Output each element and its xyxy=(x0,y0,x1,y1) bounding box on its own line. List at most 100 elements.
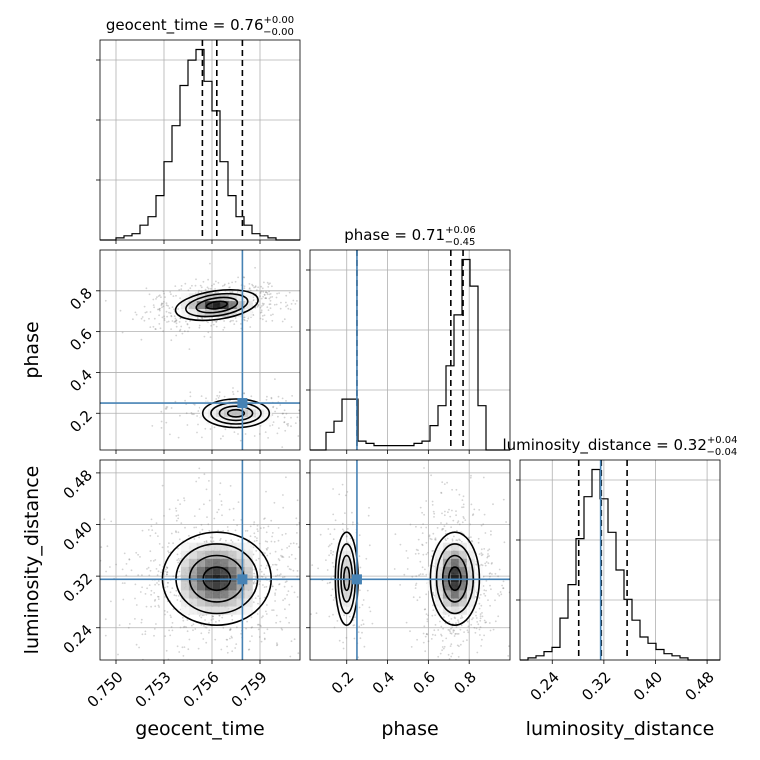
sample-point xyxy=(259,311,262,314)
sample-point xyxy=(428,665,430,667)
sample-point xyxy=(256,623,259,626)
sample-point xyxy=(166,315,169,318)
sample-point xyxy=(368,606,371,609)
sample-point xyxy=(188,348,191,350)
sample-point xyxy=(361,604,364,606)
sample-point xyxy=(128,558,131,561)
sample-point xyxy=(150,589,153,592)
sample-point xyxy=(297,435,300,437)
sample-point xyxy=(198,508,201,510)
density-bin xyxy=(220,550,229,559)
panel-frame xyxy=(309,459,511,661)
sample-point xyxy=(257,303,260,306)
sample-point xyxy=(442,528,445,530)
sample-point xyxy=(414,587,417,589)
sample-point xyxy=(265,398,268,401)
sample-point xyxy=(305,570,307,572)
sample-point xyxy=(426,618,429,621)
density-bin xyxy=(204,550,213,559)
sample-point xyxy=(260,575,263,578)
sample-point xyxy=(500,593,503,596)
sample-point xyxy=(123,582,126,584)
sample-point xyxy=(366,589,369,592)
y-tick-label: 0.32 xyxy=(60,569,96,605)
sample-point xyxy=(421,543,423,546)
sample-point xyxy=(198,536,201,539)
sample-point xyxy=(363,645,366,648)
sample-point xyxy=(162,330,165,333)
sample-point xyxy=(220,504,223,506)
sample-point xyxy=(210,287,212,290)
sample-point xyxy=(425,573,428,576)
sample-point xyxy=(317,567,319,570)
density-bin xyxy=(458,582,467,591)
density-bin xyxy=(342,590,351,599)
density-bin xyxy=(450,606,459,615)
sample-point xyxy=(181,616,184,619)
sample-point xyxy=(480,563,483,566)
sample-point xyxy=(279,404,282,406)
sample-point xyxy=(285,305,287,308)
sample-point xyxy=(421,544,424,547)
density-bin xyxy=(232,401,240,410)
sample-point xyxy=(266,564,268,567)
sample-point xyxy=(231,614,233,617)
density-bin xyxy=(228,558,237,567)
sample-point xyxy=(223,395,226,398)
hist-panel-luminosity_distance: luminosity_distance = 0.32+0.04 −0.04 xyxy=(502,435,738,661)
sample-point xyxy=(284,429,287,432)
sample-point xyxy=(283,576,286,578)
sample-point xyxy=(275,563,278,566)
density-bin xyxy=(236,606,245,615)
sample-point xyxy=(296,532,298,534)
density-bin xyxy=(204,542,213,551)
sample-point xyxy=(189,678,191,680)
sample-point xyxy=(110,520,113,523)
sample-point xyxy=(327,528,330,530)
sample-point xyxy=(422,553,425,556)
sample-point xyxy=(243,392,246,395)
sample-point xyxy=(277,395,280,398)
sample-point xyxy=(128,558,131,560)
sample-point xyxy=(208,662,210,664)
density-bin xyxy=(342,542,351,551)
sample-point xyxy=(229,485,232,487)
sample-point xyxy=(271,296,274,298)
density-bin xyxy=(264,401,272,410)
sample-point xyxy=(422,523,424,525)
sample-point xyxy=(154,598,157,601)
sample-point xyxy=(479,626,482,629)
sample-point xyxy=(453,635,456,637)
sample-point xyxy=(447,629,450,631)
density-bin xyxy=(236,590,245,599)
sample-point xyxy=(259,292,262,295)
sample-point xyxy=(332,599,335,601)
density-bin xyxy=(450,558,459,567)
sample-point xyxy=(334,519,337,522)
sample-point xyxy=(178,289,181,291)
sample-point xyxy=(154,328,157,330)
sample-point xyxy=(211,284,213,287)
sample-point xyxy=(344,512,346,514)
sample-point xyxy=(430,638,433,640)
sample-point xyxy=(480,552,483,555)
sample-point xyxy=(287,590,290,593)
sample-point xyxy=(215,621,217,623)
sample-point xyxy=(219,539,222,542)
sample-point xyxy=(249,640,251,643)
sample-point xyxy=(301,403,303,405)
sample-point xyxy=(288,545,291,548)
sample-point xyxy=(414,553,417,555)
sample-point xyxy=(275,303,278,306)
sample-point xyxy=(441,481,444,484)
sample-point xyxy=(203,503,205,506)
sample-point xyxy=(441,649,443,652)
sample-point xyxy=(215,280,217,283)
sample-point xyxy=(479,615,482,617)
sample-point xyxy=(145,605,148,608)
sample-point xyxy=(315,585,317,587)
sample-point xyxy=(166,611,169,613)
x-tick-label: 0.6 xyxy=(410,668,440,698)
sample-point xyxy=(259,295,261,298)
sample-point xyxy=(178,651,181,653)
